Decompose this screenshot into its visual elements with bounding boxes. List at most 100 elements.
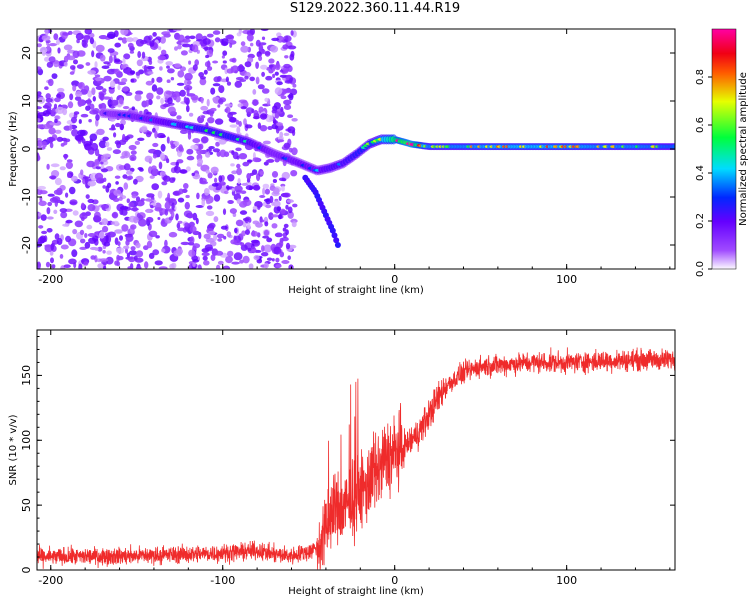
noise-blob [102, 88, 107, 93]
noise-blob [252, 206, 258, 210]
noise-blob [48, 43, 58, 47]
noise-blob [149, 175, 155, 179]
colorbar-segment [712, 216, 736, 218]
noise-blob [209, 112, 214, 117]
noise-blob [203, 233, 211, 239]
noise-blob [255, 39, 261, 47]
noise-blob [37, 140, 43, 147]
noise-blob [165, 61, 173, 66]
colorbar-segment [712, 237, 736, 239]
noise-blob [85, 62, 91, 66]
noise-blob [139, 126, 148, 133]
noise-blob [172, 191, 180, 196]
noise-blob [112, 211, 119, 219]
noise-blob [252, 116, 260, 120]
colorbar-segment [712, 80, 736, 82]
colorbar-segment [712, 178, 736, 180]
y-tick-label: -20 [20, 236, 33, 254]
noise-blob [175, 213, 179, 221]
noise-blob [49, 122, 58, 126]
noise-blob [275, 264, 282, 268]
noise-blob [157, 55, 166, 61]
noise-blob [186, 87, 190, 95]
noise-blob [95, 114, 100, 121]
colorbar-segment [712, 198, 736, 200]
noise-blob [283, 88, 292, 94]
noise-blob [37, 124, 44, 129]
noise-blob [258, 106, 264, 114]
noise-blob [90, 255, 96, 260]
x-tick-label: 0 [391, 574, 398, 587]
noise-blob [289, 53, 295, 61]
noise-blob [46, 163, 50, 170]
noise-blob [81, 138, 86, 144]
noise-blob [138, 218, 147, 227]
noise-blob [185, 194, 190, 199]
noise-blob [145, 80, 153, 86]
colorbar-segment [712, 96, 736, 98]
noise-blob [148, 230, 158, 237]
noise-blob [192, 212, 198, 221]
noise-blob [255, 76, 260, 85]
colorbar-segment [712, 267, 736, 269]
noise-blob [42, 123, 52, 130]
noise-blob [167, 97, 173, 105]
noise-blob [213, 76, 221, 83]
colorbar-segment [712, 206, 736, 208]
colorbar-segment [712, 222, 736, 224]
noise-blob [47, 201, 53, 207]
colorbar-segment [712, 116, 736, 118]
colorbar-segment [712, 108, 736, 110]
noise-blob [55, 106, 65, 115]
noise-blob [198, 72, 205, 78]
noise-blob [135, 250, 144, 258]
colorbar-segment [712, 233, 736, 235]
noise-blob [167, 192, 171, 201]
noise-blob [222, 208, 227, 215]
colorbar-segment [712, 33, 736, 35]
noise-blob [183, 183, 189, 189]
colorbar-segment [712, 208, 736, 210]
colorbar-segment [712, 204, 736, 206]
noise-blob [72, 84, 77, 92]
colorbar-segment [712, 144, 736, 146]
noise-blob [100, 165, 105, 169]
colorbar-segment [712, 32, 736, 34]
noise-blob [194, 59, 199, 66]
noise-blob [262, 183, 270, 189]
colorbar-segment [712, 94, 736, 96]
noise-blob [207, 117, 215, 124]
noise-blob [90, 142, 99, 151]
noise-blob [106, 250, 112, 255]
noise-blob [166, 65, 170, 69]
noise-blob [103, 177, 107, 182]
colorbar-segment [712, 163, 736, 165]
noise-blob [175, 161, 179, 167]
noise-blob [261, 245, 265, 252]
noise-blob [223, 190, 229, 195]
colorbar-segment [712, 89, 736, 91]
colorbar-segment [712, 197, 736, 199]
noise-blob [214, 37, 221, 43]
noise-blob [77, 129, 86, 137]
colorbar-segment [712, 211, 736, 213]
noise-blob [89, 133, 98, 142]
noise-blob [188, 249, 196, 257]
colorbar-segment [712, 218, 736, 220]
noise-blob [247, 222, 251, 229]
noise-blob [291, 147, 298, 156]
noise-blob [257, 122, 262, 129]
noise-blob [76, 64, 84, 69]
colorbar-segment [712, 147, 736, 149]
noise-blob [273, 200, 281, 208]
noise-blob [179, 169, 188, 174]
noise-blob [268, 64, 274, 68]
colorbar-segment [712, 168, 736, 170]
noise-blob [45, 93, 51, 100]
noise-blob [87, 198, 95, 204]
noise-blob [222, 50, 228, 56]
colorbar-segment [712, 229, 736, 231]
noise-blob [200, 105, 209, 111]
colorbar-segment [712, 209, 736, 211]
colorbar-segment [712, 248, 736, 250]
